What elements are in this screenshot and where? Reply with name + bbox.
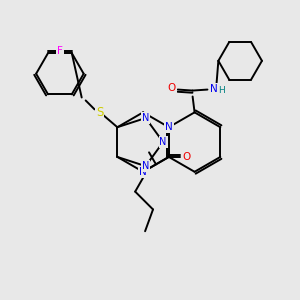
Text: N: N (209, 84, 217, 94)
Text: F: F (57, 46, 63, 56)
Text: H: H (218, 86, 225, 95)
Text: N: N (165, 122, 173, 132)
Text: N: N (142, 161, 149, 171)
Text: N: N (139, 167, 147, 177)
Text: N: N (142, 113, 149, 123)
Text: O: O (183, 152, 191, 162)
Text: S: S (96, 106, 103, 119)
Text: N: N (159, 137, 167, 147)
Text: O: O (168, 82, 176, 93)
